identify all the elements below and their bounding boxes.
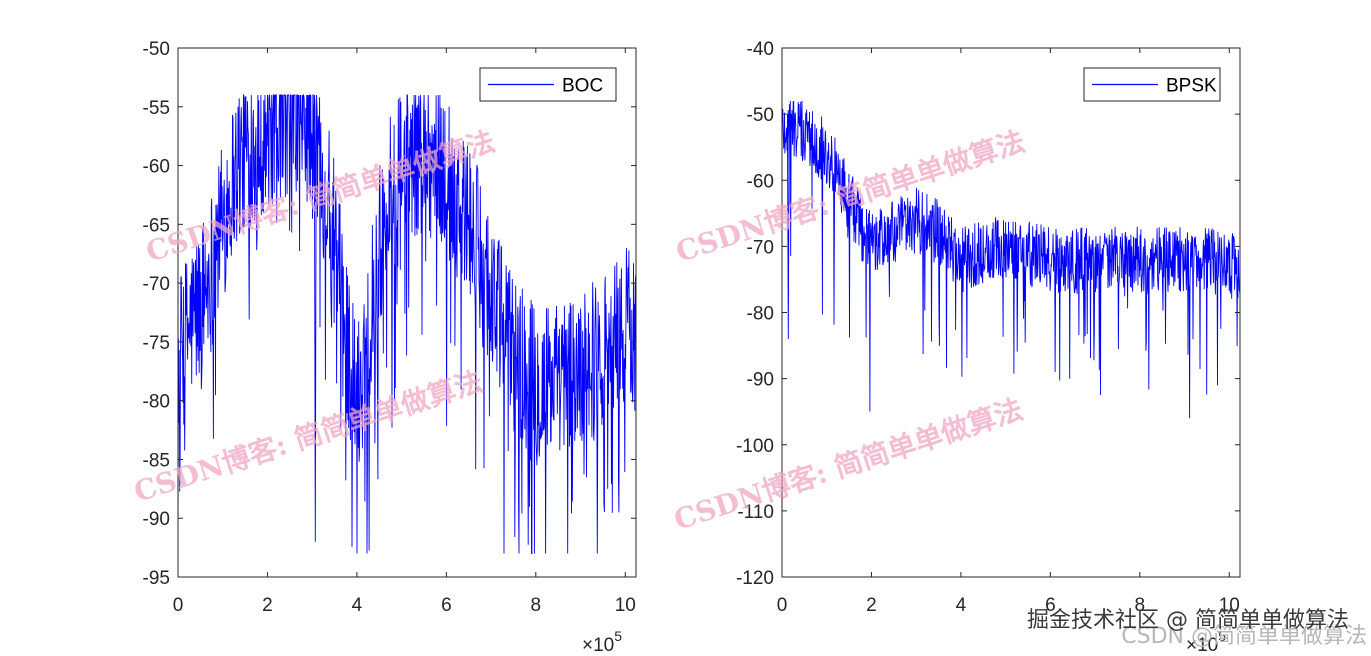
y-tick-label: -70 [143,274,170,295]
y-tick-label: -50 [747,105,774,126]
y-tick-label: -90 [143,509,170,530]
y-tick-label: -40 [747,39,774,60]
footer-watermark: 掘金技术社区 @ 简简单单做算法 [1027,608,1349,633]
y-tick-label: -120 [736,568,774,589]
y-tick-label: -110 [737,502,774,523]
series-line-boc [177,94,637,554]
x-tick-label: 6 [441,595,452,616]
y-tick-label: -60 [747,171,774,192]
y-tick-label: -80 [747,304,774,325]
legend-label: BOC [562,76,603,97]
footer-watermark-faint: CSDN @简简单单做算法 [1121,624,1367,649]
y-tick-label: -60 [143,157,170,178]
y-tick-label: -95 [143,568,170,589]
watermark-right-lower: CSDN博客: 简简单单做算法 [670,393,1027,537]
y-tick-label: -65 [143,215,170,236]
x-tick-label: 8 [531,595,542,616]
y-tick-label: -85 [143,450,170,471]
x-tick-label: 0 [173,595,184,616]
x-tick-label: 6 [1045,595,1056,616]
x-tick-label: 4 [956,595,967,616]
axes-box [177,47,637,578]
y-tick-label: -55 [143,98,170,119]
x-tick-label: 4 [352,595,363,616]
y-tick-label: -75 [143,333,170,354]
legend-label: BPSK [1166,76,1217,97]
y-tick-label: -90 [747,370,774,391]
y-tick-label: -50 [143,39,170,60]
x-tick-label: 10 [1219,595,1240,616]
series-line-bpsk [781,100,1241,558]
x-exponent-label: ×105 [582,628,622,656]
x-tick-label: 2 [866,595,877,616]
y-tick-label: -70 [747,237,774,258]
x-tick-label: 2 [262,595,273,616]
x-tick-label: 0 [777,595,788,616]
y-tick-label: -80 [143,392,170,413]
x-tick-label: 8 [1135,595,1146,616]
y-tick-label: -100 [736,436,774,457]
x-tick-label: 10 [615,595,636,616]
chart-boc: -50 -55 -60 -65 -70 -75 -80 -85 -90 -950 2 4 6 8 10 ×10… [143,39,637,656]
